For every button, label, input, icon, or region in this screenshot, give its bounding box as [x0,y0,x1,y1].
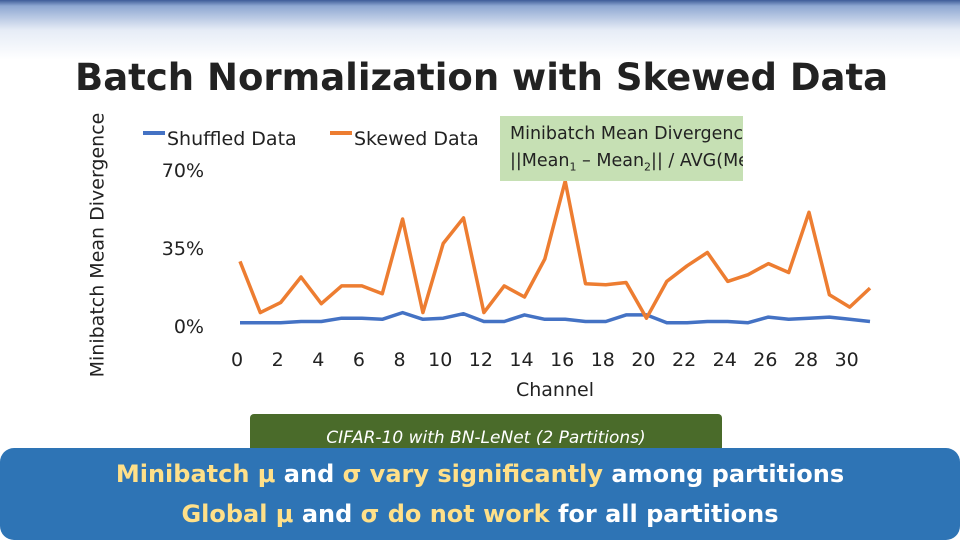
x-tick-label: 24 [713,349,737,371]
formula-text: || / AVG(Mean [651,151,743,171]
x-tick-label: 6 [353,349,365,371]
x-tick-label: 0 [231,349,243,371]
x-tick-label: 22 [672,349,696,371]
legend-skewed: Skewed Data [330,128,479,150]
x-tick-label: 2 [272,349,284,371]
formula-subscript: 2 [644,160,652,174]
legend-shuffled-swatch [143,131,165,135]
slide-title: Batch Normalization with Skewed Data [75,56,889,99]
y-tick-label: 0% [174,316,204,338]
highlighted-phrase: vary significantly [361,460,604,488]
y-tick-label: 70% [162,160,204,182]
x-tick-label: 26 [753,349,777,371]
banner-text: and [275,460,343,488]
formula-text: ||Mean [510,151,570,171]
x-tick-label: 4 [312,349,324,371]
highlighted-phrase: σ [360,500,380,528]
legend-skewed-swatch [330,131,352,135]
highlighted-phrase: σ [342,460,362,488]
takeaway-line-1: Minibatch μ and σ vary significantly amo… [0,454,960,494]
divergence-formula-note: Minibatch Mean Divergence: ||Mean1 – Mea… [500,116,743,181]
x-tick-label: 12 [469,349,493,371]
series-line-skewed [238,179,872,320]
x-axis-label: Channel [516,379,594,401]
x-tick-label: 14 [509,349,533,371]
legend-skewed-label: Skewed Data [354,128,479,150]
x-tick-label: 10 [428,349,452,371]
takeaway-banner: Minibatch μ and σ vary significantly amo… [0,448,960,540]
banner-text: for all partitions [549,500,779,528]
formula-title: Minibatch Mean Divergence: [510,124,743,144]
x-tick-label: 8 [394,349,406,371]
banner-text: and [293,500,361,528]
x-tick-label: 16 [550,349,574,371]
y-tick-label: 35% [162,238,204,260]
x-tick-label: 18 [591,349,615,371]
highlighted-phrase: Minibatch μ [115,460,276,488]
banner-text: among partitions [603,460,845,488]
legend-shuffled: Shuffled Data [143,128,297,150]
legend-shuffled-label: Shuffled Data [167,128,297,150]
x-tick-label: 28 [794,349,818,371]
takeaway-line-2: Global μ and σ do not work for all parti… [0,494,960,534]
formula-expression: ||Mean1 – Mean2|| / AVG(Mean1, Mean2) [510,148,743,181]
x-tick-label: 30 [835,349,859,371]
series-line-shuffled [240,310,871,325]
formula-text: – Mean [576,151,645,171]
formula-subscript: 1 [569,160,577,174]
x-tick-label: 20 [631,349,655,371]
highlighted-phrase: do not work [379,500,550,528]
highlighted-phrase: Global μ [181,500,294,528]
